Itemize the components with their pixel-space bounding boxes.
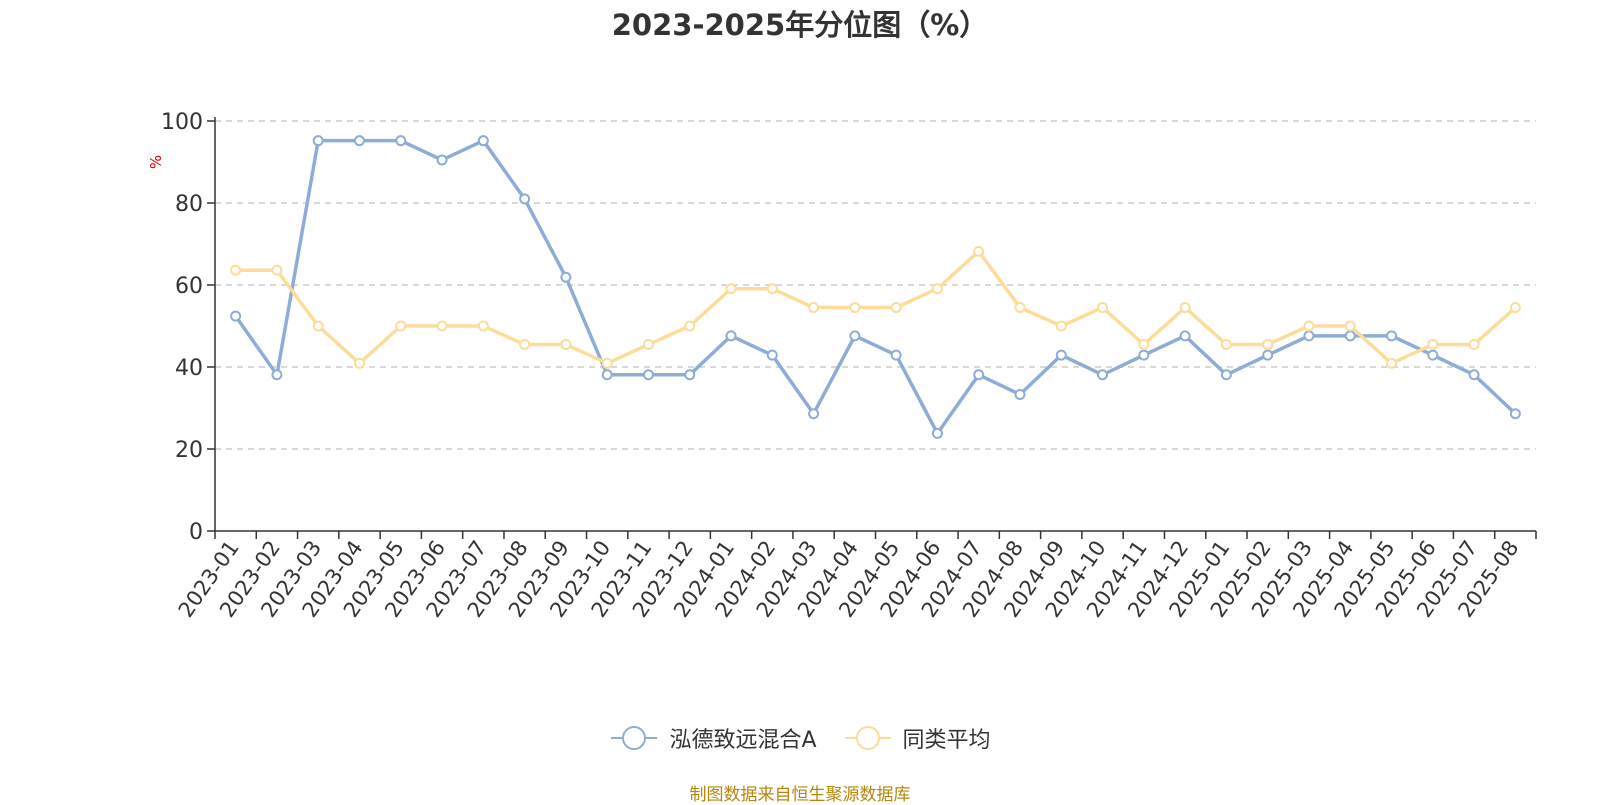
legend-label-series-1: 泓德致远混合A: [669, 728, 817, 753]
data-point-series-2-2023-01: [230, 264, 242, 276]
data-point-series-2-2025-01: [1220, 338, 1232, 350]
data-point-series-1-2024-03: [808, 408, 820, 420]
data-point-series-2-2023-03: [312, 320, 324, 332]
source-note: 制图数据来自恒生聚源数据库: [689, 785, 911, 805]
data-point-series-1-2023-01: [230, 310, 242, 322]
y-tick-label-3: 60: [175, 274, 203, 299]
y-tick-label-1: 20: [175, 438, 203, 463]
data-point-series-2-2024-01: [725, 283, 737, 295]
chart-title: 2023-2025年分位图（%）: [611, 8, 989, 42]
data-point-series-2-2023-10: [601, 357, 613, 369]
data-point-series-2-2023-09: [560, 338, 572, 350]
data-point-series-2-2025-03: [1303, 320, 1315, 332]
data-point-series-1-2024-01: [725, 330, 737, 342]
legend-marker-series-1: [611, 726, 658, 750]
data-point-series-1-2023-12: [684, 369, 696, 381]
data-point-series-2-2025-07: [1468, 338, 1480, 350]
data-point-series-1-2023-08: [519, 193, 531, 205]
data-point-series-2-2024-04: [849, 302, 861, 314]
y-tick-label-2: 40: [175, 356, 203, 381]
data-point-series-2-2023-12: [684, 320, 696, 332]
data-point-series-1-2024-10: [1097, 369, 1109, 381]
data-point-series-2-2024-06: [931, 283, 943, 295]
data-point-series-1-2023-07: [477, 135, 489, 147]
legend-circle-series-1: [622, 726, 647, 750]
data-point-series-2-2024-10: [1097, 302, 1109, 314]
y-tick-label-0: 0: [189, 520, 203, 545]
data-point-series-1-2023-06: [436, 154, 448, 166]
data-point-series-1-2025-05: [1386, 330, 1398, 342]
data-point-series-1-2024-11: [1138, 349, 1150, 361]
data-point-series-2-2023-06: [436, 320, 448, 332]
data-point-series-2-2023-04: [353, 357, 365, 369]
data-point-series-1-2024-12: [1179, 330, 1191, 342]
data-point-series-1-2024-06: [931, 427, 943, 439]
data-point-series-2-2023-11: [642, 338, 654, 350]
legend-circle-series-2: [855, 726, 880, 750]
data-point-series-1-2024-08: [1014, 388, 1026, 400]
y-axis-unit-label: %: [147, 155, 165, 169]
data-point-series-2-2024-03: [808, 302, 820, 314]
data-point-series-2-2023-08: [519, 338, 531, 350]
data-point-series-2-2025-04: [1344, 320, 1356, 332]
legend-item-series-1[interactable]: 泓德致远混合A: [609, 722, 817, 754]
data-point-series-1-2024-02: [766, 349, 778, 361]
data-point-series-2-2024-11: [1138, 338, 1150, 350]
legend-label-series-2: 同类平均: [902, 728, 991, 753]
data-point-series-2-2025-05: [1386, 357, 1398, 369]
data-point-series-1-2025-07: [1468, 369, 1480, 381]
series-line-1: [234, 138, 1517, 436]
data-point-series-1-2023-02: [271, 369, 283, 381]
data-point-series-2-2023-07: [477, 320, 489, 332]
series-line-2: [235, 249, 1517, 366]
data-point-series-2-2023-02: [271, 264, 283, 276]
data-point-series-2-2024-12: [1179, 302, 1191, 314]
data-point-series-2-2024-05: [890, 302, 902, 314]
data-point-series-1-2024-07: [973, 369, 985, 381]
data-point-series-1-2024-04: [849, 330, 861, 342]
data-point-series-2-2025-06: [1427, 338, 1439, 350]
data-point-series-1-2025-02: [1262, 349, 1274, 361]
data-point-series-1-2023-03: [312, 135, 324, 147]
data-point-series-1-2025-06: [1427, 349, 1439, 361]
legend-item-series-2[interactable]: 同类平均: [843, 722, 991, 754]
data-point-series-1-2023-05: [395, 135, 407, 147]
legend: 泓德致远混合A 同类平均: [0, 722, 1600, 754]
data-point-series-1-2025-08: [1509, 408, 1521, 420]
data-point-series-1-2023-09: [560, 271, 572, 283]
data-point-series-2-2024-02: [766, 283, 778, 295]
data-point-series-1-2023-04: [353, 135, 365, 147]
data-point-series-1-2025-04: [1344, 330, 1356, 342]
y-tick-label-4: 80: [175, 192, 203, 217]
data-point-series-1-2025-01: [1220, 369, 1232, 381]
y-tick-label-5: 100: [161, 110, 203, 135]
data-point-series-1-2023-11: [642, 369, 654, 381]
data-point-series-1-2024-05: [890, 349, 902, 361]
data-point-series-2-2024-08: [1014, 302, 1026, 314]
data-point-series-1-2023-10: [601, 369, 613, 381]
data-point-series-2-2024-07: [973, 245, 985, 257]
data-point-series-1-2025-03: [1303, 330, 1315, 342]
data-point-series-2-2023-05: [395, 320, 407, 332]
data-point-series-2-2024-09: [1055, 320, 1067, 332]
data-point-series-2-2025-08: [1509, 302, 1521, 314]
legend-marker-series-2: [844, 726, 891, 750]
data-point-series-1-2024-09: [1055, 349, 1067, 361]
data-point-series-2-2025-02: [1262, 338, 1274, 350]
